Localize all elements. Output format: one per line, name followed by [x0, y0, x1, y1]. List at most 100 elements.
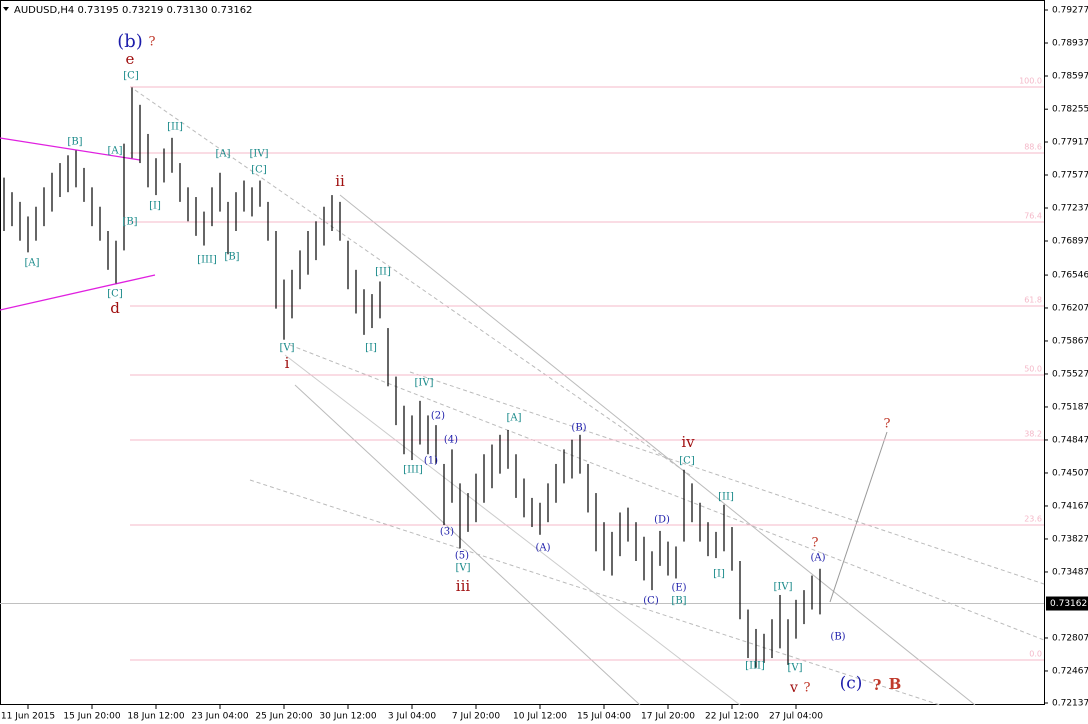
wave-label: B	[889, 675, 902, 693]
x-tick-label: 17 Jul 20:00	[641, 712, 695, 722]
wave-label: [B]	[67, 137, 82, 148]
drawings	[0, 89, 1045, 706]
fib-label: 23.6	[1024, 514, 1042, 523]
x-tick-label: 7 Jul 20:00	[452, 712, 501, 722]
y-tick-label: 0.72807	[1052, 633, 1088, 643]
fib-label: 76.4	[1024, 211, 1042, 220]
wave-label: ?	[884, 417, 891, 432]
y-tick-label: 0.75527	[1052, 369, 1088, 379]
wave-label: (C)	[643, 596, 659, 607]
y-tick-label: 0.79277	[1052, 6, 1088, 16]
x-tick-label: 11 Jun 2015	[1, 712, 55, 722]
wave-label: (B)	[571, 423, 586, 434]
wave-label: [III]	[745, 661, 765, 672]
y-tick-label: 0.78255	[1052, 105, 1088, 115]
wave-label: [IV]	[250, 149, 269, 160]
x-tick-label: 22 Jul 12:00	[705, 712, 759, 722]
wave-label: e	[126, 50, 135, 68]
wave-label: ?	[149, 35, 156, 50]
wave-label: (4)	[444, 435, 458, 446]
wave-label: [C]	[107, 289, 123, 300]
wave-label: (3)	[440, 527, 454, 538]
y-tick-label: 0.74167	[1052, 501, 1088, 511]
wave-label: (2)	[431, 411, 445, 422]
wave-label: [I]	[713, 569, 725, 580]
wave-label: v	[789, 680, 798, 696]
wave-label: (1)	[424, 456, 438, 467]
y-tick-label: 0.77237	[1052, 204, 1088, 214]
y-tick-label: 0.73487	[1052, 567, 1088, 577]
wave-label: [B]	[122, 217, 137, 228]
x-tick-label: 10 Jul 12:00	[513, 712, 567, 722]
wave-label: [A]	[215, 149, 230, 160]
fib-label: 0.0	[1029, 650, 1042, 659]
x-tick-label: 18 Jun 12:00	[127, 712, 184, 722]
wave-label: ?	[873, 676, 882, 694]
channel-line	[134, 89, 691, 476]
wave-label: ?	[804, 681, 811, 696]
y-tick-label: 0.77917	[1052, 138, 1088, 148]
wave-label: [IV]	[415, 378, 434, 389]
fib-label: 100.0	[1019, 76, 1042, 85]
y-tick-label: 0.73827	[1052, 534, 1088, 544]
wave-label: [B]	[224, 252, 239, 263]
y-tick-label: 0.77577	[1052, 171, 1088, 181]
x-tick-label: 15 Jun 20:00	[63, 712, 120, 722]
wave-label: [II]	[718, 492, 734, 503]
x-tick-label: 27 Jul 04:00	[769, 712, 823, 722]
wave-label: (E)	[671, 583, 686, 594]
x-tick-label: 23 Jun 04:00	[191, 712, 248, 722]
channel-line	[249, 479, 941, 706]
channel-line	[339, 194, 976, 706]
y-tick-label: 0.76897	[1052, 237, 1088, 247]
wave-label: [A]	[107, 146, 122, 157]
y-tick-label: 0.72467	[1052, 666, 1088, 676]
projection-line	[829, 431, 888, 603]
fib-label: 38.2	[1024, 429, 1042, 438]
wave-label: [II]	[167, 122, 183, 133]
wave-label: iv	[681, 433, 695, 451]
y-tick-label: 0.75187	[1052, 402, 1088, 412]
wave-label: [C]	[251, 165, 267, 176]
y-tick-label: 0.76207	[1052, 303, 1088, 313]
wave-label: i	[285, 354, 290, 372]
channel-line	[294, 384, 641, 706]
x-tick-label: 25 Jun 20:00	[255, 712, 312, 722]
fib-label: 88.6	[1024, 142, 1042, 151]
wave-label: d	[110, 299, 120, 317]
triangle-line	[0, 137, 141, 161]
wave-label: [A]	[506, 413, 521, 424]
wave-label: [I]	[149, 201, 161, 212]
wave-label: [A]	[24, 258, 39, 269]
symbol-header: AUDUSD,H4 0.73195 0.73219 0.73130 0.7316…	[14, 5, 252, 16]
y-tick-label: 0.75867	[1052, 336, 1088, 346]
wave-label: [V]	[455, 563, 470, 574]
wave-label: [V]	[787, 663, 802, 674]
y-tick-label: 0.76546	[1052, 271, 1088, 281]
wave-label: [V]	[279, 343, 294, 354]
last-price-label: 0.73162	[1050, 599, 1087, 609]
x-tick-label: 3 Jul 04:00	[388, 712, 437, 722]
wave-label: (b)	[117, 31, 143, 52]
wave-label: (A)	[810, 553, 825, 564]
wave-label: [III]	[403, 465, 423, 476]
wave-label: iii	[456, 577, 471, 595]
fib-label: 50.0	[1024, 365, 1042, 374]
y-tick-label: 0.78937	[1052, 39, 1088, 49]
wave-label: [IV]	[774, 582, 793, 593]
wave-label: [C]	[679, 456, 695, 467]
wave-label: [B]	[671, 596, 686, 607]
wave-label: [I]	[365, 343, 377, 354]
x-tick-label: 15 Jul 04:00	[577, 712, 631, 722]
x-tick-label: 30 Jun 12:00	[319, 712, 376, 722]
wave-label: (c)	[840, 674, 863, 694]
y-tick-label: 0.72137	[1052, 699, 1088, 709]
header-icon	[3, 7, 9, 11]
wave-label: [II]	[375, 267, 391, 278]
wave-label: (B)	[830, 632, 845, 643]
last-price-box	[1046, 596, 1088, 611]
triangle-line	[0, 274, 156, 311]
fib-label: 61.8	[1024, 296, 1042, 305]
wave-label: ?	[812, 536, 819, 551]
y-tick-label: 0.74507	[1052, 468, 1088, 478]
